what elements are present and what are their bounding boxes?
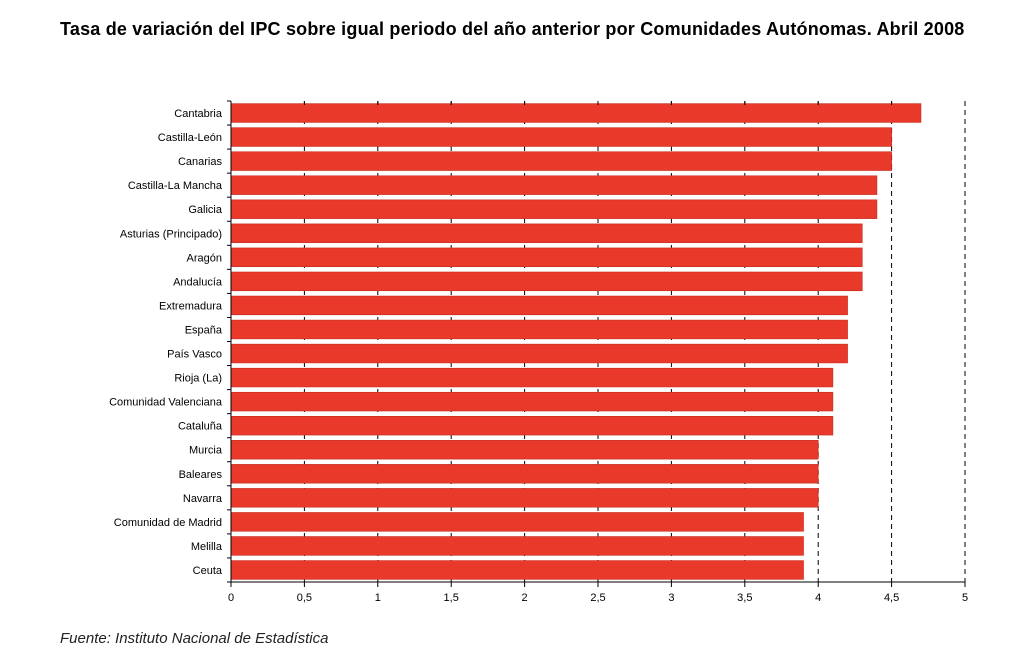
bar: [230, 223, 863, 243]
category-label: Castilla-La Mancha: [128, 180, 223, 192]
bar: [230, 440, 819, 460]
x-tick-label: 0,5: [297, 592, 312, 604]
category-label: Cantabria: [174, 108, 223, 120]
category-label: Canarias: [178, 156, 223, 168]
x-tick-label: 3: [668, 592, 674, 604]
bar: [230, 247, 863, 268]
category-label: Comunidad de Madrid: [114, 517, 222, 529]
bar: [230, 488, 819, 508]
bar: [230, 367, 834, 388]
bars: [230, 103, 922, 580]
x-tick-label: 3,5: [737, 592, 752, 604]
bar: [230, 319, 848, 340]
category-label: Ceuta: [193, 565, 223, 577]
x-tick-label: 2: [522, 592, 528, 604]
bar: [230, 103, 922, 123]
source-note: Fuente: Instituto Nacional de Estadístic…: [60, 630, 329, 647]
bar: [230, 295, 848, 316]
category-label: Comunidad Valenciana: [109, 397, 223, 409]
axes: [227, 100, 966, 587]
x-tick-label: 0: [228, 592, 234, 604]
tick-labels: 0 0,5 1 1,5 2 2,5 3 3,5 4 4,5 5: [228, 592, 968, 604]
bar: [230, 415, 834, 436]
category-label: España: [185, 324, 223, 336]
bar: [230, 536, 804, 556]
category-label: Castilla-León: [158, 132, 222, 144]
category-label: Baleares: [179, 469, 223, 481]
category-label: Galicia: [188, 204, 223, 216]
category-label: Asturias (Principado): [120, 228, 222, 240]
bar: [230, 560, 804, 580]
category-label: Cataluña: [178, 421, 223, 433]
x-tick-label: 5: [962, 592, 968, 604]
bar: [230, 271, 863, 292]
category-label: Melilla: [191, 541, 223, 553]
category-label: Aragón: [187, 252, 222, 264]
bar: [230, 512, 804, 532]
category-labels: Cantabria Castilla-León Canarias Castilla-L…: [109, 108, 223, 577]
category-label: Extremadura: [159, 300, 223, 312]
category-label: Murcia: [189, 445, 223, 457]
grid-lines: [303, 101, 966, 582]
x-tick-label: 4: [815, 592, 821, 604]
bar: [230, 151, 892, 171]
bar: [230, 127, 892, 147]
bar: [230, 464, 819, 484]
bar: [230, 175, 878, 195]
category-label: Rioja (La): [174, 373, 222, 385]
x-tick-label: 2,5: [590, 592, 605, 604]
bar: [230, 199, 878, 219]
bar: [230, 343, 848, 364]
bar-chart: Cantabria Castilla-León Canarias Castilla-L…: [109, 100, 968, 604]
category-label: Andalucía: [173, 276, 223, 288]
x-tick-label: 1: [375, 592, 381, 604]
chart-title: Tasa de variación del IPC sobre igual pe…: [60, 19, 965, 39]
category-label: Navarra: [183, 493, 223, 505]
category-label: País Vasco: [167, 349, 222, 361]
bar: [230, 391, 834, 412]
x-tick-label: 1,5: [444, 592, 459, 604]
x-tick-label: 4,5: [884, 592, 899, 604]
